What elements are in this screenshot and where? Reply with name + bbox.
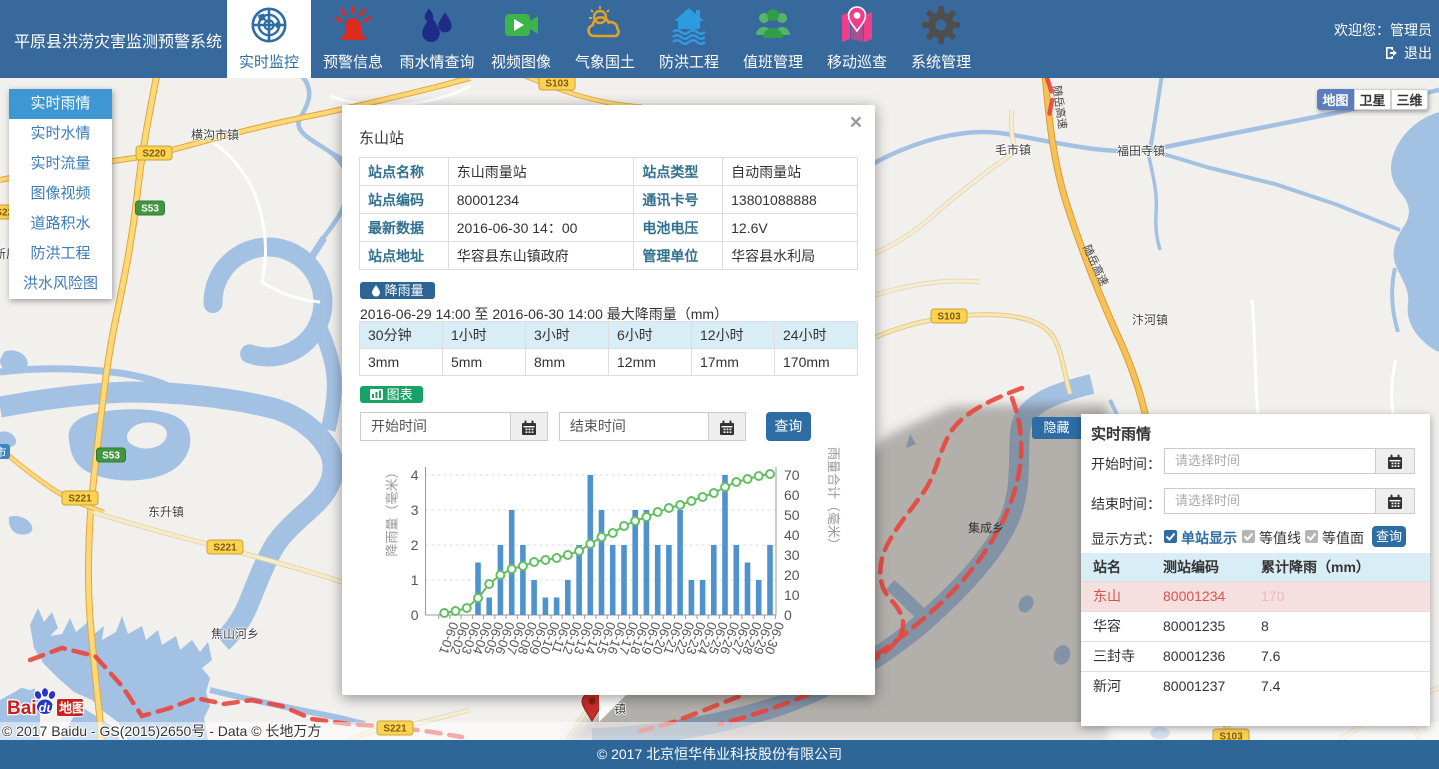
svg-text:4: 4 bbox=[411, 467, 419, 483]
svg-text:3: 3 bbox=[411, 502, 419, 518]
svg-text:Bai: Bai bbox=[7, 698, 37, 719]
svg-text:0: 0 bbox=[411, 607, 419, 623]
svg-text:S220: S220 bbox=[142, 149, 166, 160]
svg-text:du: du bbox=[39, 700, 55, 715]
svg-text:S53: S53 bbox=[102, 451, 120, 462]
svg-text:S103: S103 bbox=[545, 79, 569, 90]
svg-text:10: 10 bbox=[784, 587, 800, 603]
svg-text:市: 市 bbox=[0, 445, 7, 459]
svg-text:雨量合计（毫米）: 雨量合计（毫米） bbox=[826, 447, 841, 551]
svg-text:S103: S103 bbox=[1219, 732, 1243, 743]
svg-text:S221: S221 bbox=[383, 724, 407, 735]
svg-text:1: 1 bbox=[411, 572, 419, 588]
svg-text:50: 50 bbox=[784, 507, 800, 523]
svg-text:0: 0 bbox=[784, 607, 792, 623]
svg-text:2: 2 bbox=[411, 537, 419, 553]
svg-text:地图: 地图 bbox=[59, 701, 84, 716]
svg-text:S221: S221 bbox=[213, 543, 237, 554]
svg-text:S103: S103 bbox=[937, 312, 961, 323]
svg-text:70: 70 bbox=[784, 467, 800, 483]
svg-text:S221: S221 bbox=[68, 494, 92, 505]
svg-text:30: 30 bbox=[784, 547, 800, 563]
svg-text:40: 40 bbox=[784, 527, 800, 543]
svg-text:降雨量（毫米）: 降雨量（毫米） bbox=[385, 465, 400, 556]
svg-text:20: 20 bbox=[784, 567, 800, 583]
svg-text:60: 60 bbox=[784, 487, 800, 503]
svg-text:S53: S53 bbox=[141, 204, 159, 215]
